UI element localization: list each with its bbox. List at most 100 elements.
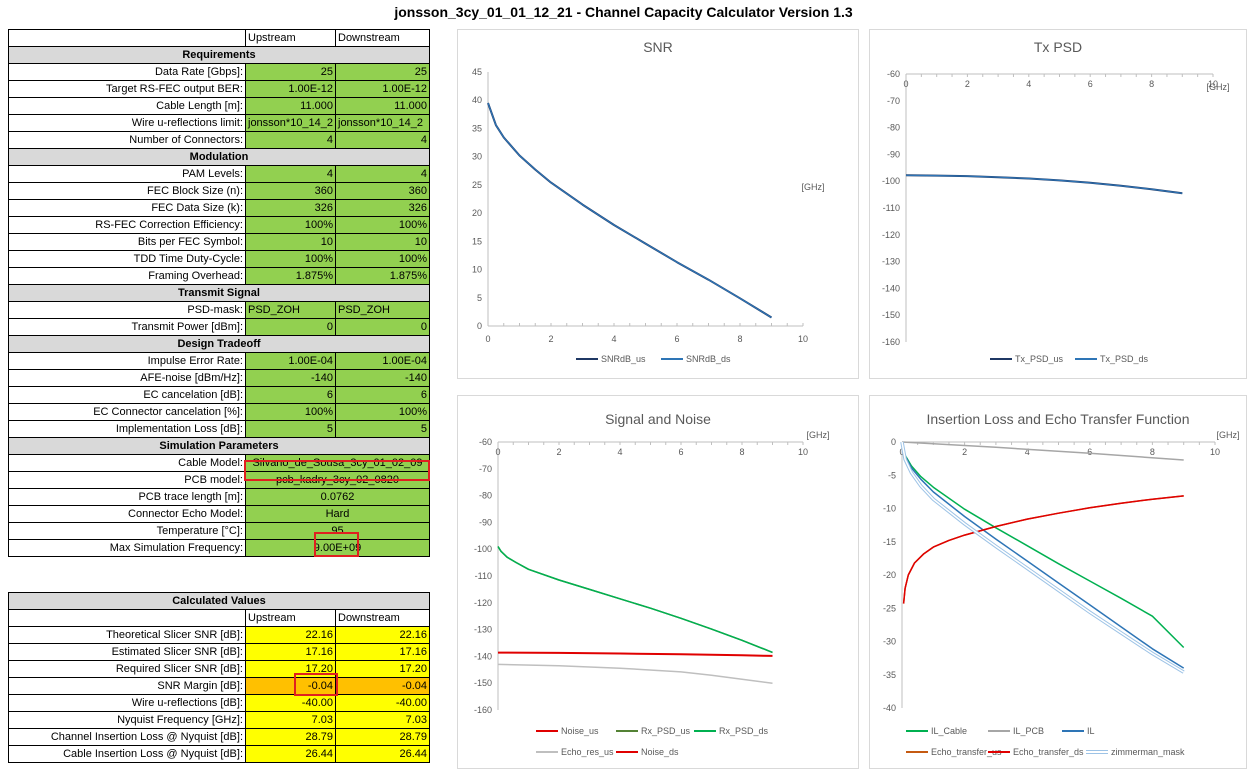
- upstream-value: 6: [245, 386, 336, 404]
- simulation-row: Connector Echo Model: Hard: [8, 505, 430, 523]
- section-header: Modulation: [8, 148, 430, 166]
- downstream-value: 17.20: [334, 660, 431, 678]
- y-tick-label: 40: [472, 95, 482, 105]
- downstream-header: Downstream: [334, 609, 431, 627]
- x-tick-label: 0: [903, 79, 908, 89]
- simulation-value: 0.0762: [245, 488, 430, 506]
- calc-row: Channel Insertion Loss @ Nyquist [dB]: 28…: [8, 728, 431, 746]
- upstream-value: 360: [245, 182, 336, 200]
- parameter-row: RS-FEC Correction Efficiency: 100% 100%: [8, 216, 430, 234]
- parameter-row: PAM Levels: 4 4: [8, 165, 430, 183]
- downstream-value: 326: [335, 199, 430, 217]
- parameter-label: RS-FEC Correction Efficiency:: [8, 216, 246, 234]
- downstream-value: 11.000: [335, 97, 430, 115]
- downstream-value: 10: [335, 233, 430, 251]
- series-line: [902, 495, 1184, 604]
- y-tick-label: -100: [474, 544, 492, 554]
- legend-label: Noise_ds: [641, 747, 679, 757]
- parameter-row: PSD-mask: PSD_ZOH PSD_ZOH: [8, 301, 430, 319]
- downstream-value: 26.44: [334, 745, 431, 763]
- upstream-value: 28.79: [245, 728, 336, 746]
- calc-row: Wire u-reflections [dB]: -40.00 -40.00: [8, 694, 431, 712]
- upstream-value: -140: [245, 369, 336, 387]
- section-header: Simulation Parameters: [8, 437, 430, 455]
- downstream-value: 4: [335, 165, 430, 183]
- downstream-value: -40.00: [334, 694, 431, 712]
- upstream-value: 326: [245, 199, 336, 217]
- insertion-loss-echo-chart: Insertion Loss and Echo Transfer Functio…: [869, 395, 1247, 769]
- x-unit-label: [GHz]: [801, 182, 824, 192]
- chart-title: Tx PSD: [1034, 39, 1082, 55]
- calc-label: Channel Insertion Loss @ Nyquist [dB]:: [8, 728, 246, 746]
- legend-label: Echo_transfer_ds: [1013, 747, 1084, 757]
- y-tick-label: -110: [475, 571, 492, 581]
- legend-label: IL_PCB: [1013, 726, 1044, 736]
- parameters-table: Upstream Downstream Requirements Data Rate …: [8, 29, 430, 557]
- x-tick-label: 10: [798, 334, 808, 344]
- y-tick-label: -90: [887, 149, 900, 159]
- parameter-label: Number of Connectors:: [8, 131, 246, 149]
- downstream-value: 28.79: [334, 728, 431, 746]
- downstream-value: 100%: [335, 250, 430, 268]
- y-tick-label: -60: [479, 437, 492, 447]
- series-line: [497, 546, 773, 654]
- legend-label: Rx_PSD_ds: [719, 726, 769, 736]
- legend-label: Echo_res_us: [561, 747, 614, 757]
- parameter-label: Bits per FEC Symbol:: [8, 233, 246, 251]
- y-tick-label: -150: [882, 310, 900, 320]
- parameter-row: Impulse Error Rate: 1.00E-04 1.00E-04: [8, 352, 430, 370]
- parameter-row: Wire u-reflections limit: jonsson*10_14_2…: [8, 114, 430, 132]
- legend-label: Noise_us: [561, 726, 599, 736]
- simulation-label: Cable Model:: [8, 454, 246, 472]
- parameter-label: PSD-mask:: [8, 301, 246, 319]
- x-tick-label: 2: [548, 334, 553, 344]
- upstream-value: 4: [245, 131, 336, 149]
- x-unit-label: [GHz]: [1206, 82, 1229, 92]
- x-tick-label: 4: [1026, 79, 1031, 89]
- section-header: Design Tradeoff: [8, 335, 430, 353]
- downstream-value: 0: [335, 318, 430, 336]
- y-tick-label: 0: [891, 437, 896, 447]
- upstream-value: -0.04: [245, 677, 336, 695]
- upstream-value: 7.03: [245, 711, 336, 729]
- legend-label: SNRdB_ds: [686, 354, 731, 364]
- series-line: [497, 663, 773, 684]
- simulation-row: PCB trace length [m]: 0.0762: [8, 488, 430, 506]
- downstream-value: jonsson*10_14_2: [335, 114, 430, 132]
- parameter-row: FEC Data Size (k): 326 326: [8, 199, 430, 217]
- tx-psd-chart: Tx PSD -60 -70 -80 -90 -100 -110 -120 -130 -140 -1…: [869, 29, 1247, 379]
- upstream-value: 0: [245, 318, 336, 336]
- y-tick-label: -130: [474, 625, 492, 635]
- upstream-value: 25: [245, 63, 336, 81]
- snr-chart: SNR 0 5 10 15 20 25 30 35 40 45 0 2 4 6 8 10 [GHz] SNRdB_u…: [457, 29, 859, 379]
- calc-label: Required Slicer SNR [dB]:: [8, 660, 246, 678]
- calc-header-row: Upstream Downstream: [8, 609, 431, 627]
- legend-label: IL_Cable: [931, 726, 967, 736]
- cable-model-highlight: [244, 460, 430, 481]
- downstream-header: Downstream: [335, 29, 430, 47]
- calc-row: Theoretical Slicer SNR [dB]: 22.16 22.16: [8, 626, 431, 644]
- y-tick-label: 15: [472, 236, 482, 246]
- x-unit-label: [GHz]: [806, 430, 829, 440]
- y-tick-label: -100: [882, 176, 900, 186]
- x-unit-label: [GHz]: [1216, 430, 1239, 440]
- upstream-value: 11.000: [245, 97, 336, 115]
- series-line: [900, 441, 1185, 674]
- y-tick-label: -80: [887, 123, 900, 133]
- series-line: [901, 441, 1184, 461]
- section-header-row: Modulation: [8, 148, 430, 166]
- downstream-value: PSD_ZOH: [335, 301, 430, 319]
- parameter-row: AFE-noise [dBm/Hz]: -140 -140: [8, 369, 430, 387]
- x-tick-label: 0: [485, 334, 490, 344]
- chart-title: Signal and Noise: [605, 411, 711, 427]
- y-tick-label: 25: [472, 180, 482, 190]
- y-tick-label: -70: [887, 96, 900, 106]
- simulation-value: 9.00E+09: [245, 539, 430, 557]
- upstream-value: PSD_ZOH: [245, 301, 336, 319]
- y-tick-label: -80: [479, 491, 492, 501]
- upstream-value: 26.44: [245, 745, 336, 763]
- upstream-value: 22.16: [245, 626, 336, 644]
- x-tick-label: 8: [739, 447, 744, 457]
- x-tick-label: 6: [1087, 447, 1092, 457]
- parameter-row: EC Connector cancelation [%]: 100% 100%: [8, 403, 430, 421]
